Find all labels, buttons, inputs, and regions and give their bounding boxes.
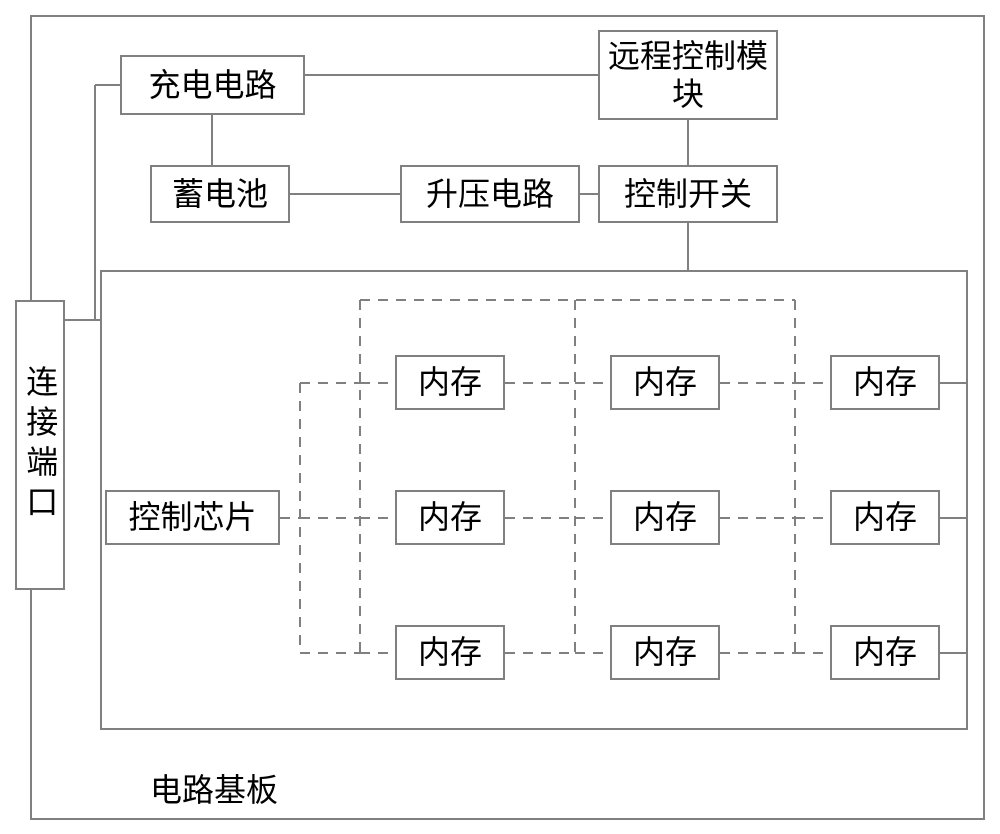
memory-label: 内存 <box>853 363 917 401</box>
remote-control-module: 远程控制模块 <box>598 30 778 120</box>
memory-r0c0: 内存 <box>395 355 505 410</box>
battery: 蓄电池 <box>150 165 290 223</box>
battery-label: 蓄电池 <box>172 175 268 213</box>
memory-r2c0: 内存 <box>395 625 505 680</box>
memory-label: 内存 <box>418 363 482 401</box>
control-chip: 控制芯片 <box>105 490 280 545</box>
connection-port: 连接端口 <box>15 300 65 590</box>
memory-r1c1: 内存 <box>610 490 720 545</box>
boost-circuit-label: 升压电路 <box>426 175 554 213</box>
charging-circuit-label: 充电电路 <box>148 66 276 104</box>
memory-r2c2: 内存 <box>830 625 940 680</box>
board-label: 电路基板 <box>150 765 278 811</box>
memory-label: 内存 <box>418 498 482 536</box>
memory-r0c1: 内存 <box>610 355 720 410</box>
control-switch-label: 控制开关 <box>624 175 752 213</box>
memory-r1c0: 内存 <box>395 490 505 545</box>
memory-label: 内存 <box>418 633 482 671</box>
charging-circuit: 充电电路 <box>120 55 305 115</box>
boost-circuit: 升压电路 <box>400 165 580 223</box>
memory-label: 内存 <box>853 498 917 536</box>
memory-r0c2: 内存 <box>830 355 940 410</box>
memory-r2c1: 内存 <box>610 625 720 680</box>
memory-label: 内存 <box>853 633 917 671</box>
connection-port-label: 连接端口 <box>21 365 59 525</box>
remote-control-module-label: 远程控制模块 <box>600 37 776 114</box>
memory-label: 内存 <box>633 498 697 536</box>
diagram-stage: 连接端口 充电电路 蓄电池 升压电路 控制开关 远程控制模块 控制芯片 内存 内… <box>0 0 1000 834</box>
control-chip-label: 控制芯片 <box>128 498 256 536</box>
memory-label: 内存 <box>633 363 697 401</box>
memory-label: 内存 <box>633 633 697 671</box>
control-switch: 控制开关 <box>598 165 778 223</box>
memory-r1c2: 内存 <box>830 490 940 545</box>
